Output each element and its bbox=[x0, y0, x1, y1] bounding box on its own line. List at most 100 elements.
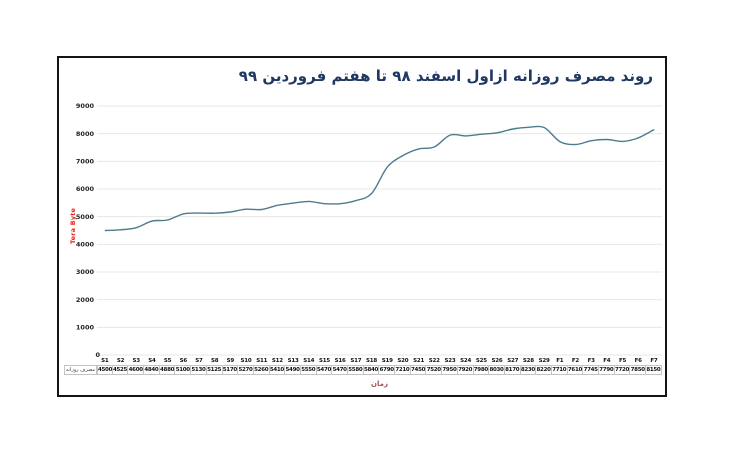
table-column: S27 8170 bbox=[504, 357, 521, 375]
x-category-label: S29 bbox=[538, 358, 550, 364]
line-chart-plot: 0 1000 2000 3000 4000 5000 6000 7000 8000 9000 bbox=[76, 102, 662, 359]
x-category-label: S27 bbox=[507, 358, 519, 364]
y-tick-label: 0 bbox=[95, 351, 100, 359]
y-tick-label: 8000 bbox=[76, 130, 95, 138]
x-category-label: S2 bbox=[116, 358, 125, 364]
table-value-cell: 5840 bbox=[363, 365, 380, 375]
x-category-label: F2 bbox=[571, 358, 580, 364]
table-column: S23 7950 bbox=[442, 357, 458, 375]
table-column: S24 7920 bbox=[457, 357, 474, 375]
table-value-cell: 5170 bbox=[222, 365, 239, 375]
table-value-cell: 6790 bbox=[379, 365, 396, 375]
table-column: F4 7790 bbox=[599, 357, 615, 375]
table-column: S10 5270 bbox=[238, 357, 254, 375]
y-tick-label: 6000 bbox=[76, 185, 95, 193]
table-column: S21 7450 bbox=[410, 357, 427, 375]
table-value-cell: 7980 bbox=[473, 365, 490, 375]
table-value-cell: 8220 bbox=[536, 365, 552, 375]
x-category-label: S9 bbox=[226, 358, 235, 364]
x-category-label: S25 bbox=[475, 358, 487, 364]
x-category-label: S14 bbox=[303, 358, 315, 364]
table-value-cell: 7210 bbox=[395, 365, 411, 375]
table-column: S12 5410 bbox=[269, 357, 286, 375]
table-value-cell: 5580 bbox=[348, 365, 364, 375]
chart-title: روند مصرف روزانه ازاول اسفند ۹۸ تا هفتم … bbox=[238, 67, 653, 85]
table-column: S16 5470 bbox=[332, 357, 348, 375]
y-tick-label: 4000 bbox=[76, 241, 95, 249]
table-column: S9 5170 bbox=[222, 357, 239, 375]
table-value-cell: 8150 bbox=[646, 365, 662, 375]
table-column: S4 4840 bbox=[144, 357, 160, 375]
table-column: S18 5840 bbox=[363, 357, 380, 375]
table-value-cell: 5100 bbox=[175, 365, 192, 375]
table-column: F3 7745 bbox=[583, 357, 599, 375]
x-category-label: F1 bbox=[556, 358, 564, 364]
table-column: F6 7850 bbox=[630, 357, 647, 375]
table-column: S22 7520 bbox=[426, 357, 443, 375]
table-value-cell: 7710 bbox=[551, 365, 568, 375]
table-value-cell: 5470 bbox=[332, 365, 348, 375]
y-tick-label: 2000 bbox=[76, 296, 95, 304]
table-value-cell: 7720 bbox=[614, 365, 631, 375]
table-value-cell: 5270 bbox=[238, 365, 254, 375]
table-column: S17 5580 bbox=[348, 357, 364, 375]
consumption-line-series bbox=[104, 125, 655, 232]
table-value-cell: 8030 bbox=[489, 365, 505, 375]
x-category-label: S13 bbox=[287, 358, 299, 364]
table-column: F1 7710 bbox=[551, 357, 568, 375]
x-category-label: S28 bbox=[522, 358, 534, 364]
table-value-cell: 5410 bbox=[269, 365, 286, 375]
x-category-label: S21 bbox=[413, 358, 425, 364]
table-column: S25 7980 bbox=[473, 357, 490, 375]
table-value-cell: 5125 bbox=[206, 365, 223, 375]
x-category-label: S17 bbox=[350, 358, 362, 364]
table-column: S11 5260 bbox=[253, 357, 270, 375]
x-category-label: S6 bbox=[179, 358, 188, 364]
y-tick-label: 7000 bbox=[76, 158, 95, 166]
table-value-cell: 7790 bbox=[599, 365, 615, 375]
table-value-cell: 5260 bbox=[253, 365, 270, 375]
table-column: F2 7610 bbox=[567, 357, 584, 375]
x-category-label: F7 bbox=[650, 358, 658, 364]
table-column: S1 4500 bbox=[97, 357, 113, 375]
data-table-columns: S1 4500 S2 4525 S3 4600 S4 4840 S5 4880 S6 5100 S7 51… bbox=[97, 357, 662, 375]
x-category-label: F5 bbox=[618, 358, 627, 364]
table-value-cell: 4525 bbox=[112, 365, 129, 375]
x-category-label: S5 bbox=[163, 358, 172, 364]
table-column: F5 7720 bbox=[614, 357, 631, 375]
y-tick-label: 5000 bbox=[76, 213, 95, 221]
x-category-label: S20 bbox=[397, 358, 409, 364]
x-category-label: S1 bbox=[101, 358, 109, 364]
x-category-label: F4 bbox=[603, 358, 611, 364]
y-tick-label: 1000 bbox=[76, 324, 95, 332]
table-value-cell: 5550 bbox=[300, 365, 317, 375]
table-value-cell: 7610 bbox=[567, 365, 584, 375]
table-value-cell: 4500 bbox=[97, 365, 113, 375]
chart-frame: روند مصرف روزانه ازاول اسفند ۹۸ تا هفتم … bbox=[57, 56, 667, 397]
x-category-label: S16 bbox=[334, 358, 346, 364]
x-category-label: S19 bbox=[381, 358, 393, 364]
table-column: S5 4880 bbox=[159, 357, 176, 375]
table-value-cell: 5470 bbox=[316, 365, 333, 375]
table-value-cell: 7745 bbox=[583, 365, 599, 375]
x-category-label: S10 bbox=[240, 358, 252, 364]
table-column: S29 8220 bbox=[536, 357, 552, 375]
table-column: F7 8150 bbox=[646, 357, 662, 375]
table-column: S19 6790 bbox=[379, 357, 396, 375]
x-category-label: S22 bbox=[428, 358, 440, 364]
table-column: S15 5470 bbox=[316, 357, 333, 375]
table-column: S3 4600 bbox=[128, 357, 145, 375]
table-column: S28 8230 bbox=[520, 357, 537, 375]
x-category-label: S15 bbox=[318, 358, 330, 364]
x-axis-title: زمان bbox=[371, 380, 388, 388]
x-category-label: S4 bbox=[148, 358, 156, 364]
table-column: S8 5125 bbox=[206, 357, 223, 375]
x-category-label: S26 bbox=[491, 358, 503, 364]
x-category-label: S7 bbox=[195, 358, 203, 364]
table-value-cell: 8230 bbox=[520, 365, 537, 375]
table-value-cell: 8170 bbox=[504, 365, 521, 375]
table-value-cell: 5130 bbox=[191, 365, 207, 375]
table-value-cell: 4840 bbox=[144, 365, 160, 375]
table-value-cell: 7850 bbox=[630, 365, 647, 375]
